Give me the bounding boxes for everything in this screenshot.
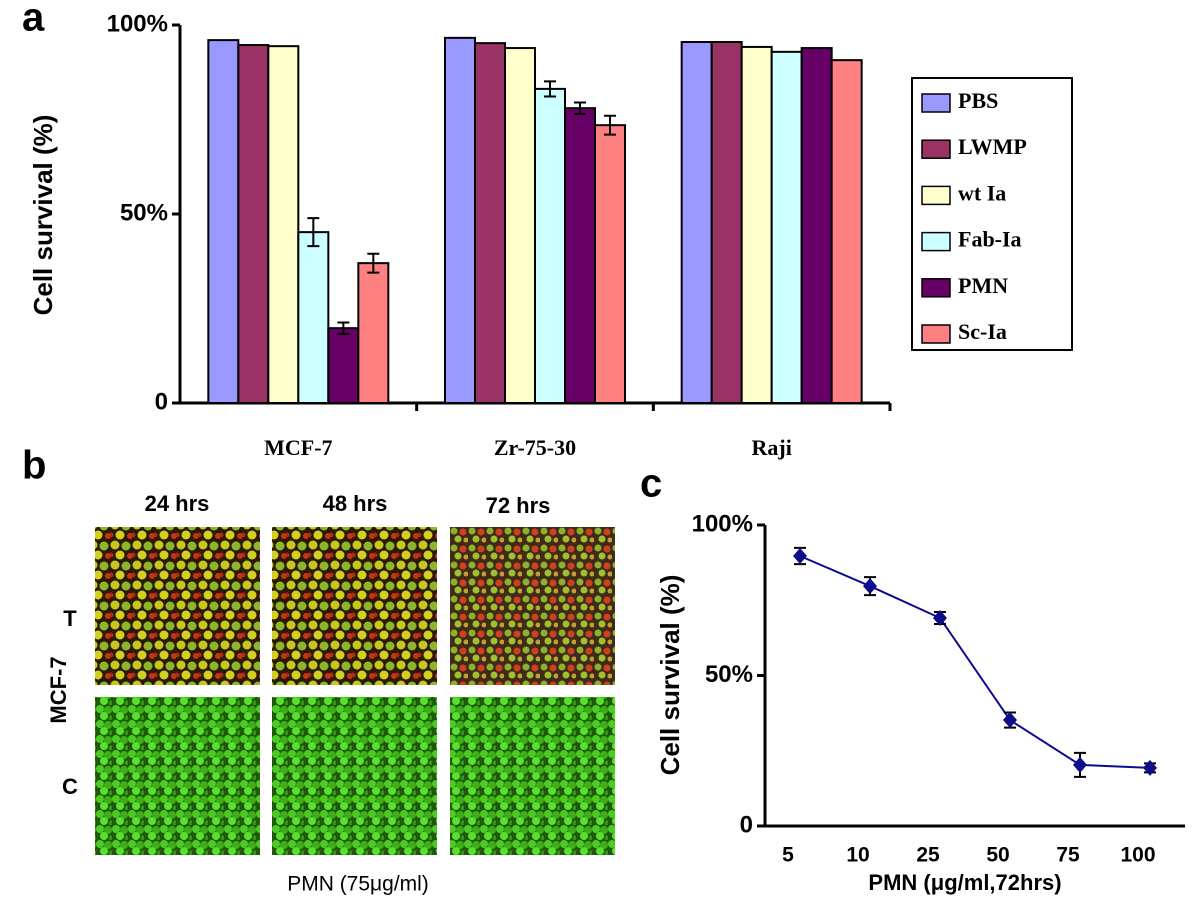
x-tick-label: 5	[782, 844, 794, 867]
micrograph	[272, 527, 437, 685]
cell-line-label: MCF-7	[46, 656, 71, 723]
y-axis-title: Cell survival (%)	[655, 575, 685, 776]
bar	[237, 44, 270, 405]
row-label: T	[63, 606, 77, 631]
y-tick-label: 50%	[705, 661, 753, 688]
point	[863, 578, 877, 595]
x-tick-label: Raji	[752, 435, 792, 460]
panel-label: a	[22, 0, 45, 40]
bar	[770, 50, 803, 404]
legend-swatch	[921, 324, 951, 344]
point	[1073, 756, 1087, 773]
y-tick-label: 0	[155, 388, 168, 415]
panel-label: b	[22, 444, 46, 488]
point	[933, 610, 947, 627]
x-axis-title: PMN (μg/ml,72hrs)	[868, 870, 1061, 895]
panel-label: c	[640, 462, 662, 506]
legend-swatch	[921, 139, 951, 159]
line	[799, 555, 1151, 769]
y-tick-label: 0	[740, 811, 753, 838]
bar	[504, 47, 536, 404]
error-bar	[604, 114, 616, 136]
bar	[444, 36, 476, 405]
micrograph	[450, 527, 615, 685]
legend-label: Sc-Ia	[958, 319, 1007, 344]
bar	[534, 87, 566, 405]
x-tick-label: 100	[1120, 844, 1155, 867]
bar	[800, 47, 833, 404]
legend-swatch	[921, 278, 951, 298]
bar	[680, 41, 713, 404]
caption: PMN (75μg/ml)	[287, 873, 429, 896]
legend-label: PBS	[958, 88, 998, 113]
bar	[327, 327, 360, 405]
error-bar	[367, 252, 380, 274]
bar	[267, 45, 300, 404]
bar	[830, 59, 863, 405]
point	[1143, 759, 1157, 776]
micrograph	[272, 697, 437, 855]
legend-label: wt Ia	[958, 180, 1006, 205]
legend-label: Fab-Ia	[958, 227, 1022, 252]
bar	[564, 107, 596, 404]
error-bar	[544, 80, 556, 98]
legend-label: LWMP	[958, 134, 1027, 159]
micrograph	[450, 697, 615, 855]
row-label: C	[62, 774, 78, 799]
micrograph	[95, 697, 260, 855]
y-axis-title: Cell survival (%)	[28, 115, 58, 316]
column-label: 24 hrs	[145, 491, 210, 516]
micrograph	[95, 527, 260, 685]
x-tick-label: 25	[916, 844, 940, 867]
x-tick-label: 50	[986, 844, 1009, 867]
legend-swatch	[921, 231, 951, 252]
x-tick-label: MCF-7	[264, 435, 332, 460]
y-tick-label: 100%	[107, 10, 168, 37]
error-bar	[307, 217, 320, 248]
column-label: 48 hrs	[323, 491, 388, 516]
y-tick-label: 100%	[692, 510, 753, 537]
x-tick-label: 75	[1056, 844, 1080, 867]
error-bar	[337, 321, 350, 335]
y-tick-label: 50%	[120, 199, 168, 226]
x-tick-label: 10	[846, 844, 869, 867]
x-tick-label: Zr-75-30	[494, 435, 576, 460]
bar	[357, 262, 390, 405]
bar	[474, 42, 506, 404]
legend-swatch	[921, 93, 951, 113]
legend-swatch	[921, 185, 951, 206]
bar	[207, 39, 240, 405]
bar	[594, 124, 626, 404]
error-bar	[574, 101, 586, 115]
point	[1003, 712, 1017, 729]
bar	[297, 231, 330, 404]
legend-box	[911, 77, 1073, 351]
point	[793, 548, 807, 565]
legend-label: PMN	[958, 273, 1008, 298]
column-label: 72 hrs	[486, 493, 551, 518]
bar	[740, 45, 773, 404]
bar	[710, 41, 743, 404]
